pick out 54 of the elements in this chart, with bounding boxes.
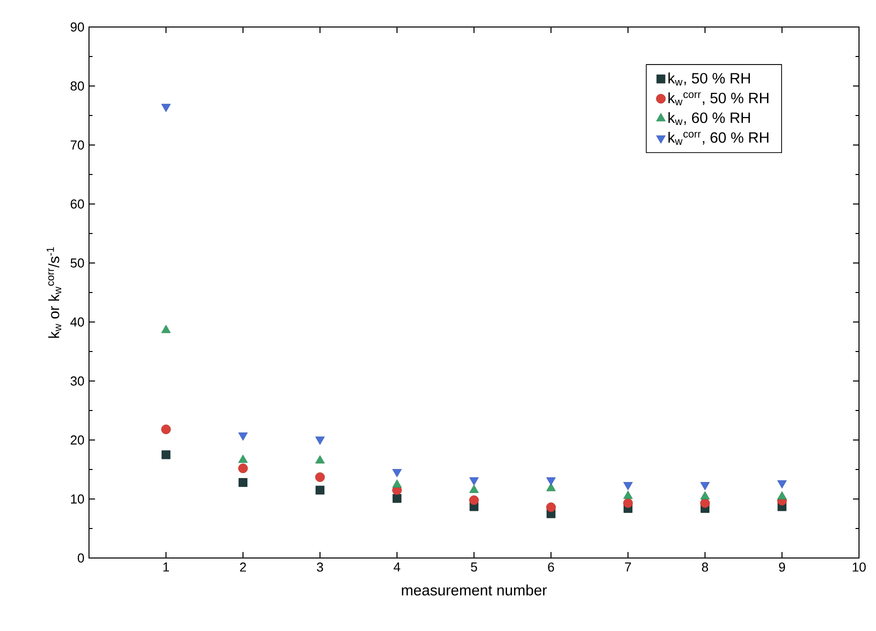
x-axis-title: measurement number — [402, 584, 547, 596]
point — [700, 498, 710, 508]
point — [777, 480, 787, 488]
point — [623, 498, 633, 508]
y-tick-label: 20 — [70, 435, 84, 445]
point — [161, 424, 171, 434]
y-tick-label: 90 — [70, 22, 84, 32]
legend-label: k$_{w}$$^{corr}$, 60 % RH — [668, 132, 768, 145]
point — [161, 104, 171, 112]
point — [546, 502, 556, 512]
point — [623, 482, 633, 490]
x-tick-label: 9 — [779, 562, 785, 572]
point — [238, 464, 248, 474]
y-tick-label: 10 — [71, 494, 84, 504]
legend-label: k$_{w}$, 50 % RH — [668, 72, 750, 86]
point — [238, 454, 248, 463]
y-tick-label: 30 — [70, 376, 84, 386]
point — [392, 479, 402, 488]
point — [700, 491, 710, 500]
point — [238, 432, 248, 441]
x-tick-label: 7 — [625, 562, 631, 572]
point — [316, 486, 324, 495]
point — [777, 491, 787, 500]
y-tick-label: 70 — [70, 140, 84, 150]
x-tick-label: 1 — [163, 562, 169, 572]
point — [623, 490, 633, 499]
point — [469, 495, 479, 505]
x-tick-label: 5 — [470, 562, 478, 572]
x-tick-label: 2 — [240, 562, 246, 572]
point — [546, 482, 556, 492]
point — [315, 455, 325, 464]
point — [162, 450, 170, 460]
point — [392, 469, 402, 478]
x-tick-label: 3 — [316, 562, 324, 572]
y-tick-label: 40 — [70, 317, 84, 327]
x-tick-label: 6 — [548, 562, 554, 572]
x-tick-label: 8 — [702, 562, 708, 572]
point — [700, 482, 710, 490]
point — [315, 436, 325, 445]
y-tick-label: 80 — [70, 81, 84, 91]
x-tick-label: 4 — [394, 562, 400, 572]
point — [238, 478, 248, 487]
y-axis-title: k$_{w}$ or k$_{w}$$^{corr}$/s$^{-1}$ — [46, 247, 62, 338]
y-tick-label: 60 — [70, 199, 84, 209]
point — [546, 477, 556, 486]
x-tick-label: 10 — [852, 562, 866, 572]
point — [315, 472, 325, 482]
y-tick-label: 0 — [78, 553, 84, 563]
y-tick-label: 50 — [70, 258, 84, 268]
legend-label: k$_{w}$$^{corr}$, 50 % RH — [668, 92, 768, 106]
legend-label: k$_{w}$, 60 % RH — [668, 112, 750, 126]
point — [469, 477, 479, 486]
point — [469, 484, 479, 493]
point — [392, 494, 402, 503]
